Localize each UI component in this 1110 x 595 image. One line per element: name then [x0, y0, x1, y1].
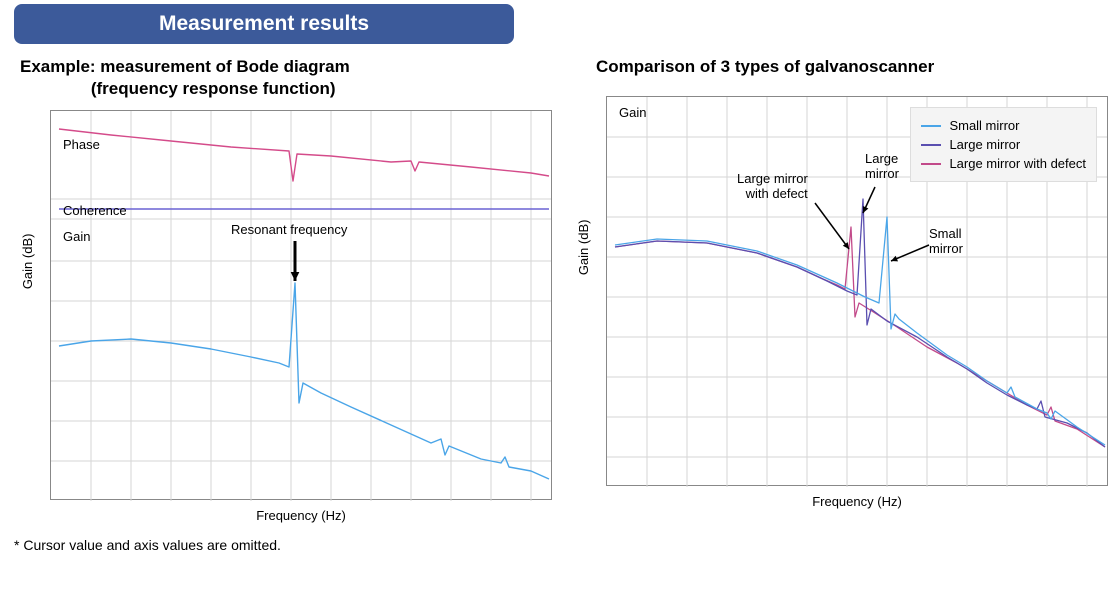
left-panel: Example: measurement of Bode diagram (fr… — [20, 56, 552, 523]
right-chart-box: Gain Small mirror Large mirror Large mir… — [606, 96, 1108, 486]
left-title-line2: (frequency response function) — [91, 79, 336, 98]
left-chart-box: Phase Coherence Gain Resonant frequency — [50, 110, 552, 500]
panels-row: Example: measurement of Bode diagram (fr… — [0, 44, 1110, 523]
left-panel-title: Example: measurement of Bode diagram (fr… — [20, 56, 552, 100]
coherence-label: Coherence — [63, 203, 127, 218]
legend-row-2: Large mirror with defect — [921, 156, 1086, 171]
right-x-axis-label: Frequency (Hz) — [606, 494, 1108, 509]
left-y-axis-label: Gain (dB) — [20, 233, 35, 289]
legend-label-0: Small mirror — [949, 118, 1019, 133]
legend-box: Small mirror Large mirror Large mirror w… — [910, 107, 1097, 182]
annot-large: Largemirror — [865, 152, 899, 182]
header-pill: Measurement results — [14, 4, 514, 44]
phase-label: Phase — [63, 137, 100, 152]
legend-swatch-0 — [921, 125, 941, 127]
annot-small: Smallmirror — [929, 227, 963, 257]
right-panel: Comparison of 3 types of galvanoscanner … — [576, 56, 1108, 523]
footnote: * Cursor value and axis values are omitt… — [14, 537, 1110, 553]
legend-label-1: Large mirror — [949, 137, 1020, 152]
resonant-annotation: Resonant frequency — [231, 223, 347, 238]
gain-label-left: Gain — [63, 229, 90, 244]
annot-large-defect: Large mirrorwith defect — [737, 172, 808, 202]
left-x-axis-label: Frequency (Hz) — [50, 508, 552, 523]
legend-row-0: Small mirror — [921, 118, 1086, 133]
gain-label-right: Gain — [619, 105, 646, 120]
legend-label-2: Large mirror with defect — [949, 156, 1086, 171]
right-y-axis-label: Gain (dB) — [576, 219, 591, 275]
legend-swatch-1 — [921, 144, 941, 146]
legend-swatch-2 — [921, 163, 941, 165]
legend-row-1: Large mirror — [921, 137, 1086, 152]
right-panel-title: Comparison of 3 types of galvanoscanner — [596, 56, 1108, 78]
left-title-line1: Example: measurement of Bode diagram — [20, 57, 350, 76]
